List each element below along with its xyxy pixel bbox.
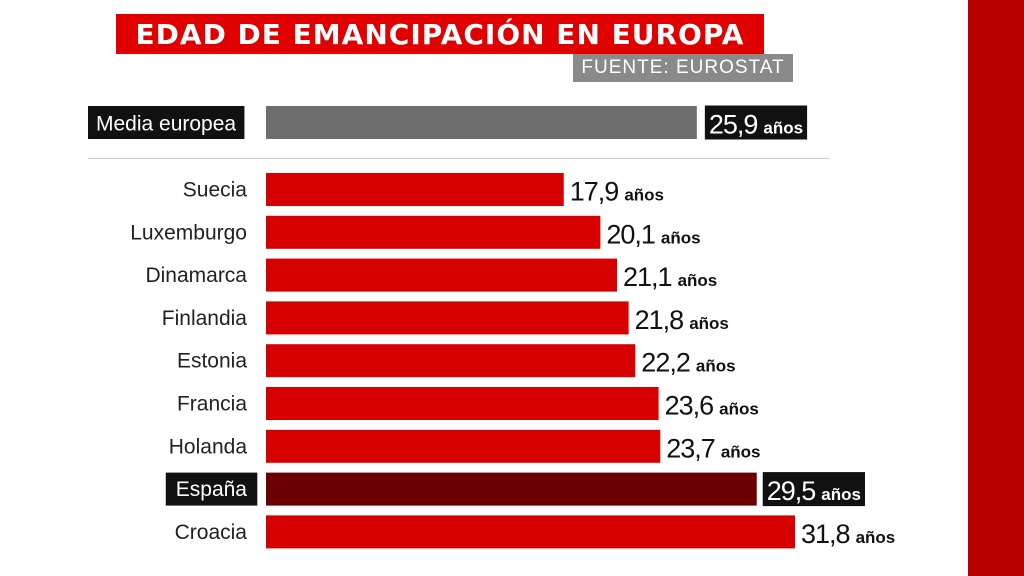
bar-suecia xyxy=(266,173,564,206)
category-label-espana: España xyxy=(176,478,248,501)
chart-title: EDAD DE EMANCIPACIÓN EN EUROPA xyxy=(116,14,764,54)
category-label-croacia: Croacia xyxy=(175,521,248,544)
bar-holanda xyxy=(266,429,661,463)
value-label-estonia: 22,2 años xyxy=(641,348,735,378)
category-box-espana xyxy=(165,472,258,506)
average-value-label-box xyxy=(704,105,808,140)
bar-croacia xyxy=(266,515,795,549)
bar-estonia xyxy=(266,344,636,378)
value-label-luxemburgo: 20,1 años xyxy=(606,219,700,249)
divider xyxy=(88,158,830,159)
average-bar xyxy=(266,106,697,139)
value-label-suecia: 17,9 años xyxy=(570,177,664,207)
category-label-francia: Francia xyxy=(177,393,247,416)
average-category-box xyxy=(88,106,245,139)
category-label-dinamarca: Dinamarca xyxy=(145,264,247,287)
average-category-label: Media europea xyxy=(96,113,236,136)
bar-espana xyxy=(266,472,757,506)
value-label-dinamarca: 21,1 años xyxy=(623,262,717,292)
value-label-espana: 29,5 años xyxy=(767,476,861,506)
category-label-holanda: Holanda xyxy=(169,435,248,458)
value-label-holanda: 23,7 años xyxy=(666,433,760,463)
bar-luxemburgo xyxy=(266,215,601,249)
category-label-luxemburgo: Luxemburgo xyxy=(130,221,247,244)
average-value-label: 25,9 años xyxy=(709,110,803,140)
value-label-espana-box xyxy=(762,472,865,507)
category-label-finlandia: Finlandia xyxy=(162,307,248,330)
value-label-croacia: 31,8 años xyxy=(801,519,895,549)
value-label-finlandia: 21,8 años xyxy=(635,305,729,335)
side-band xyxy=(968,0,1024,576)
bar-francia xyxy=(266,387,659,420)
bar-dinamarca xyxy=(266,258,618,292)
bar-finlandia xyxy=(266,301,629,335)
category-label-suecia: Suecia xyxy=(183,179,248,202)
value-label-francia: 23,6 años xyxy=(665,391,759,421)
category-label-estonia: Estonia xyxy=(177,350,247,373)
source-label: FUENTE: EUROSTAT xyxy=(573,54,793,82)
